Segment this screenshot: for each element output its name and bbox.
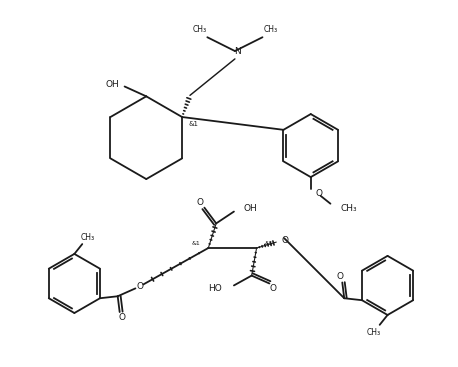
Text: O: O: [118, 313, 125, 323]
Text: &1: &1: [192, 241, 201, 246]
Text: &1: &1: [264, 241, 273, 246]
Text: CH₃: CH₃: [81, 233, 95, 242]
Text: O: O: [197, 198, 204, 207]
Text: O: O: [270, 284, 277, 293]
Text: O: O: [316, 189, 323, 198]
Text: OH: OH: [106, 80, 120, 89]
Text: CH₃: CH₃: [340, 204, 357, 213]
Text: CH₃: CH₃: [192, 25, 207, 34]
Text: OH: OH: [244, 204, 257, 213]
Text: N: N: [234, 47, 241, 55]
Text: O: O: [281, 236, 288, 245]
Text: O: O: [137, 282, 144, 291]
Text: O: O: [337, 272, 344, 281]
Text: CH₃: CH₃: [263, 25, 278, 34]
Text: HO: HO: [208, 284, 222, 293]
Text: &1: &1: [188, 121, 198, 127]
Text: CH₃: CH₃: [367, 328, 381, 337]
